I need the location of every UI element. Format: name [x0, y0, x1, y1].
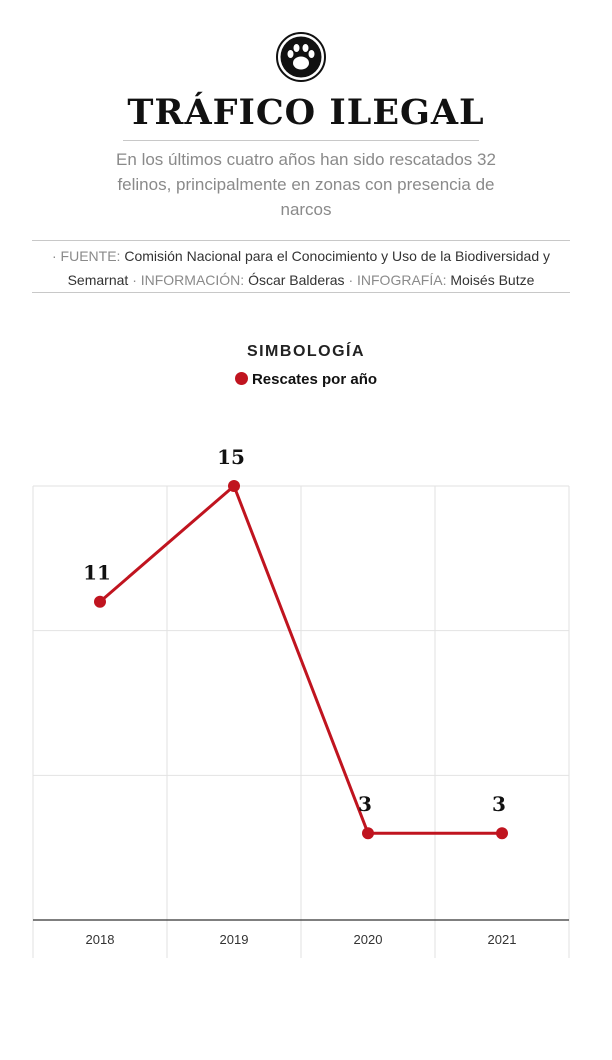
data-label-2019: 15	[217, 445, 245, 469]
source-label: · FUENTE:	[52, 248, 121, 264]
x-tick-label-2020: 2020	[354, 932, 383, 947]
legend-item-label: Rescates por año	[251, 371, 378, 388]
legend-marker	[234, 372, 248, 385]
legend-title: SIMBOLOGÍA	[246, 343, 366, 360]
series-line	[99, 484, 502, 835]
data-label-2021: 3	[492, 792, 506, 816]
data-point-2021	[496, 827, 508, 840]
legend-item: Rescates por año	[0, 371, 612, 388]
x-tick-label-2019: 2019	[220, 932, 249, 947]
graphic-value: Moisés Butze	[450, 272, 535, 288]
data-point-2019	[228, 480, 240, 492]
data-point-2018	[94, 595, 106, 608]
credits-divider-top	[32, 240, 570, 241]
info-value: Óscar Balderas	[248, 272, 345, 288]
x-tick-label-2021: 2021	[488, 932, 517, 947]
source-value: Comisión Nacional para el Conocimiento y…	[67, 248, 550, 288]
page-title: TRÁFICO ILEGAL	[127, 92, 485, 133]
data-label-2018: 11	[83, 561, 111, 585]
info-label: · INFORMACIÓN:	[132, 272, 245, 288]
page-subtitle: En los últimos cuatro años han sido resc…	[116, 150, 496, 219]
graphic-label: · INFOGRAFÍA:	[348, 272, 447, 288]
x-tick-label-2018: 2018	[86, 932, 115, 947]
data-label-2020: 3	[358, 792, 372, 816]
credits: · FUENTE: Comisión Nacional para el Cono…	[32, 244, 570, 292]
data-point-2020	[362, 827, 374, 840]
paw-icon	[276, 32, 326, 82]
title-divider	[123, 140, 479, 141]
credits-divider-bottom	[32, 292, 570, 293]
